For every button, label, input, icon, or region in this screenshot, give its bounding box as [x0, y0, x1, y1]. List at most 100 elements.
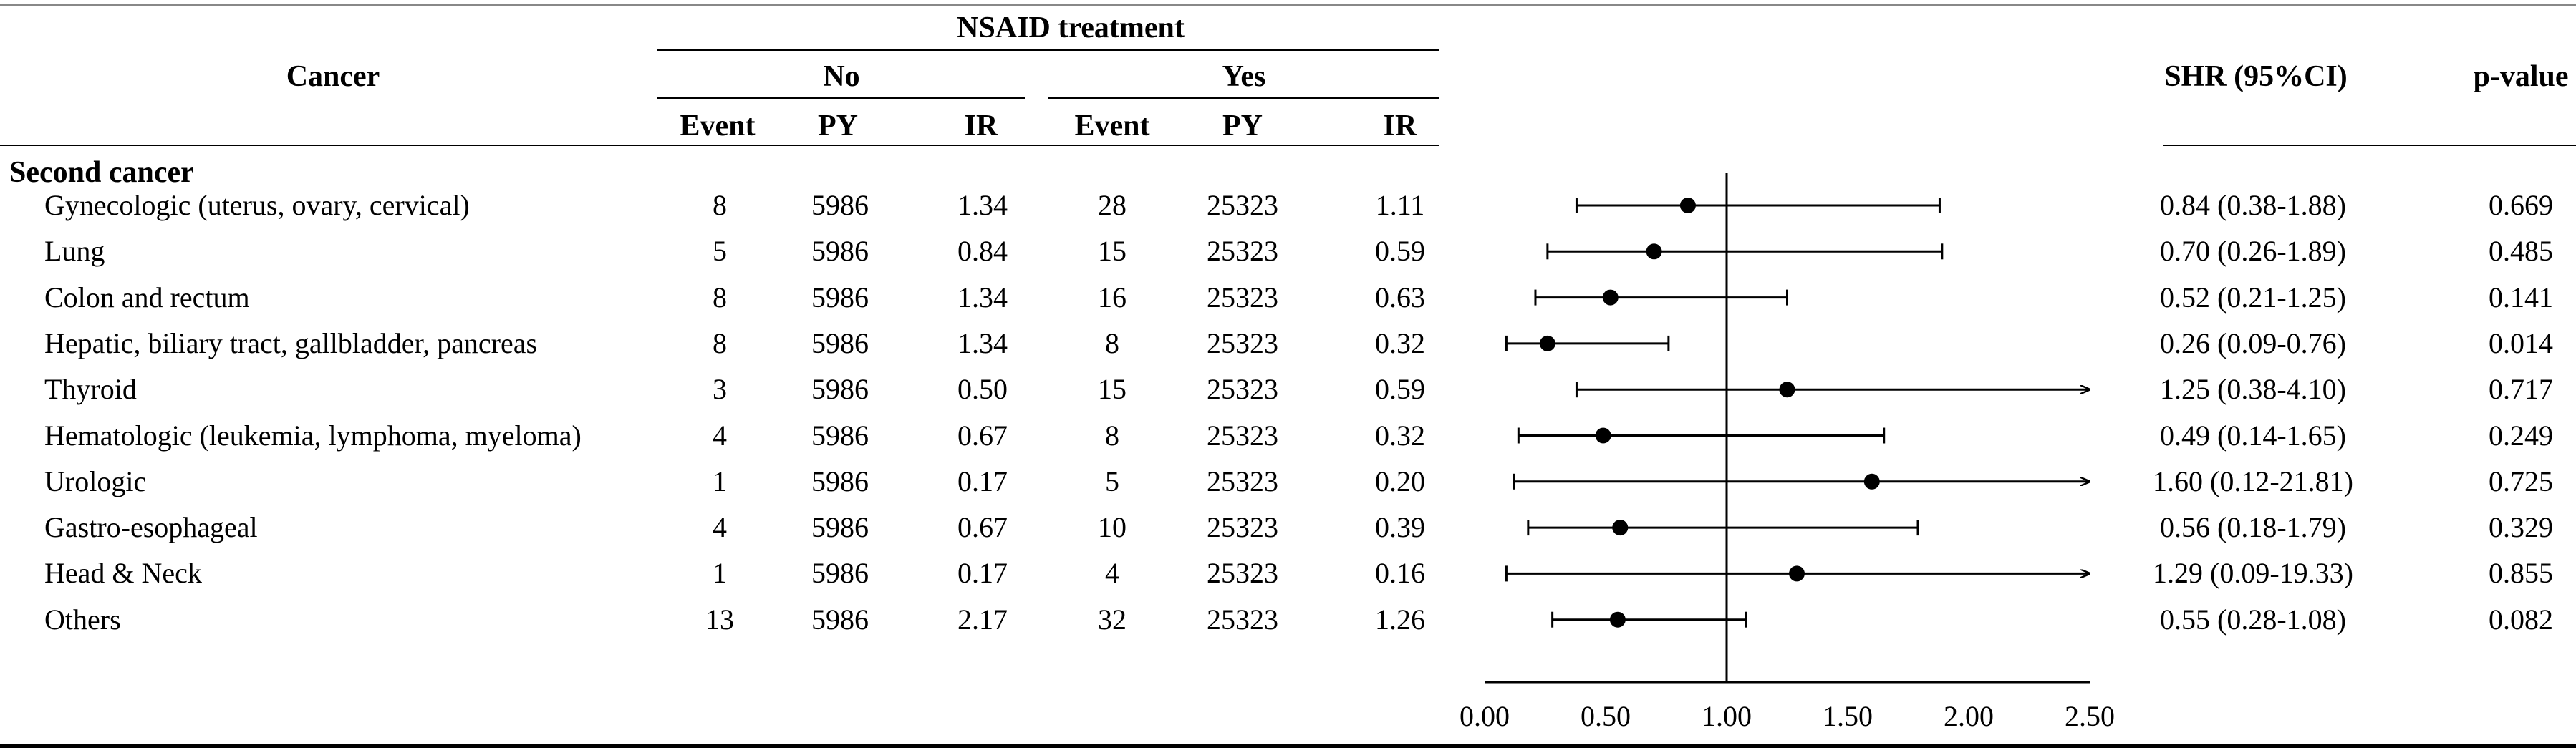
- shr-column-header: SHR (95%CI): [2164, 60, 2348, 93]
- row-yes-event: 32: [1098, 603, 1127, 636]
- row-yes-py: 25323: [1207, 465, 1278, 497]
- row-no-ir: 0.17: [957, 557, 1008, 590]
- row-no-py: 5986: [811, 603, 869, 636]
- row-no-event: 4: [713, 511, 727, 544]
- row-shr-ci: 0.26 (0.09-0.76): [2160, 326, 2346, 359]
- row-yes-event: 5: [1105, 465, 1119, 497]
- row-yes-event: 10: [1098, 511, 1127, 544]
- row-no-py: 5986: [811, 465, 869, 497]
- cancer-column-header: Cancer: [286, 60, 380, 93]
- row-cancer-name: Gynecologic (uterus, ovary, cervical): [44, 189, 470, 221]
- row-p-value: 0.014: [2489, 326, 2553, 359]
- row-no-event: 8: [713, 326, 727, 359]
- bottom-rule: [0, 744, 2576, 748]
- point-estimate: [1646, 243, 1662, 260]
- point-estimate: [1609, 611, 1626, 628]
- yes-event-header: Event: [1074, 110, 1150, 142]
- row-shr-ci: 0.56 (0.18-1.79): [2160, 511, 2346, 544]
- row-yes-py: 25323: [1207, 189, 1278, 221]
- x-tick-label: 2.00: [1944, 700, 1994, 732]
- row-no-event: 13: [705, 603, 734, 636]
- row-yes-ir: 0.20: [1375, 465, 1425, 497]
- no-group-underline: [657, 97, 1025, 99]
- x-tick-label: 2.50: [2065, 700, 2115, 732]
- row-yes-ir: 0.32: [1375, 419, 1425, 452]
- yes-group-header: Yes: [1222, 60, 1266, 93]
- row-yes-ir: 0.63: [1375, 281, 1425, 314]
- row-yes-py: 25323: [1207, 419, 1278, 452]
- x-tick-label: 0.00: [1460, 700, 1510, 732]
- row-no-event: 5: [713, 235, 727, 268]
- row-yes-event: 15: [1098, 373, 1127, 406]
- nsaid-treatment-header: NSAID treatment: [957, 11, 1185, 44]
- row-yes-ir: 0.16: [1375, 557, 1425, 590]
- nsaid-group-underline: [657, 49, 1439, 51]
- row-yes-ir: 0.32: [1375, 326, 1425, 359]
- row-shr-ci: 0.70 (0.26-1.89): [2160, 235, 2346, 268]
- yes-py-header: PY: [1222, 110, 1263, 142]
- row-p-value: 0.082: [2489, 603, 2553, 636]
- row-cancer-name: Head & Neck: [44, 557, 202, 590]
- row-shr-ci: 1.29 (0.09-19.33): [2153, 557, 2353, 590]
- row-yes-py: 25323: [1207, 326, 1278, 359]
- row-yes-ir: 0.59: [1375, 373, 1425, 406]
- row-p-value: 0.725: [2489, 465, 2553, 497]
- row-cancer-name: Lung: [44, 235, 105, 268]
- point-estimate: [1789, 565, 1805, 582]
- row-yes-py: 25323: [1207, 557, 1278, 590]
- row-yes-py: 25323: [1207, 511, 1278, 544]
- row-no-ir: 1.34: [957, 189, 1008, 221]
- row-shr-ci: 0.84 (0.38-1.88): [2160, 189, 2346, 221]
- row-cancer-name: Hematologic (leukemia, lymphoma, myeloma…: [44, 419, 582, 452]
- row-cancer-name: Colon and rectum: [44, 281, 250, 314]
- row-yes-event: 4: [1105, 557, 1119, 590]
- no-event-header: Event: [680, 110, 756, 142]
- row-p-value: 0.669: [2489, 189, 2553, 221]
- row-no-py: 5986: [811, 189, 869, 221]
- no-py-header: PY: [818, 110, 858, 142]
- row-yes-py: 25323: [1207, 281, 1278, 314]
- row-p-value: 0.485: [2489, 235, 2553, 268]
- row-shr-ci: 0.52 (0.21-1.25): [2160, 281, 2346, 314]
- row-yes-py: 25323: [1207, 235, 1278, 268]
- row-no-py: 5986: [811, 419, 869, 452]
- row-no-ir: 0.17: [957, 465, 1008, 497]
- no-ir-header: IR: [964, 110, 998, 142]
- row-p-value: 0.855: [2489, 557, 2553, 590]
- x-tick-label: 1.00: [1702, 700, 1752, 732]
- row-no-ir: 0.50: [957, 373, 1008, 406]
- row-yes-event: 16: [1098, 281, 1127, 314]
- point-estimate: [1612, 520, 1629, 536]
- row-no-py: 5986: [811, 511, 869, 544]
- row-yes-py: 25323: [1207, 373, 1278, 406]
- row-no-event: 8: [713, 189, 727, 221]
- row-no-py: 5986: [811, 235, 869, 268]
- row-shr-ci: 1.60 (0.12-21.81): [2153, 465, 2353, 497]
- row-shr-ci: 1.25 (0.38-4.10): [2160, 373, 2346, 406]
- section-label: Second cancer: [9, 156, 194, 189]
- row-p-value: 0.141: [2489, 281, 2553, 314]
- row-no-ir: 2.17: [957, 603, 1008, 636]
- row-cancer-name: Others: [44, 603, 121, 636]
- row-no-py: 5986: [811, 557, 869, 590]
- row-yes-event: 28: [1098, 189, 1127, 221]
- point-estimate: [1539, 335, 1555, 351]
- row-yes-py: 25323: [1207, 603, 1278, 636]
- p-value-column-header: p-value: [2473, 60, 2569, 93]
- row-yes-event: 15: [1098, 235, 1127, 268]
- row-p-value: 0.329: [2489, 511, 2553, 544]
- row-no-event: 1: [713, 465, 727, 497]
- row-yes-ir: 0.39: [1375, 511, 1425, 544]
- point-estimate: [1679, 198, 1696, 213]
- row-no-ir: 0.84: [957, 235, 1008, 268]
- x-tick-label: 0.50: [1581, 700, 1631, 732]
- row-yes-ir: 1.11: [1375, 189, 1425, 221]
- row-p-value: 0.717: [2489, 373, 2553, 406]
- row-no-event: 4: [713, 419, 727, 452]
- x-tick-label: 1.50: [1823, 700, 1873, 732]
- row-no-ir: 0.67: [957, 419, 1008, 452]
- row-cancer-name: Urologic: [44, 465, 147, 497]
- row-no-py: 5986: [811, 281, 869, 314]
- point-estimate: [1779, 382, 1795, 398]
